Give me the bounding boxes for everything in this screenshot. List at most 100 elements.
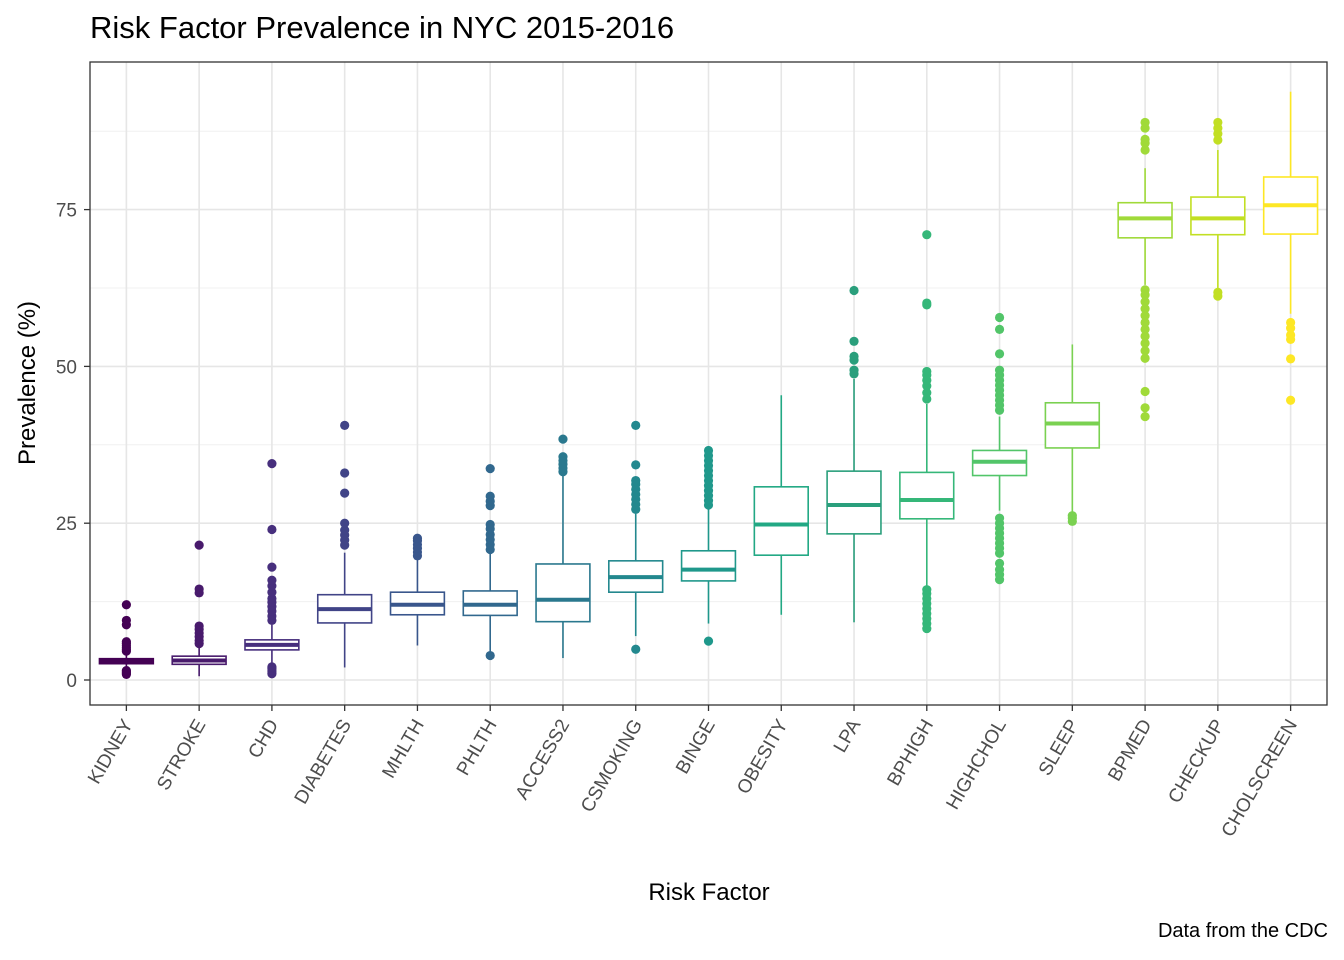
outlier-point — [194, 584, 204, 594]
outlier-point — [849, 351, 859, 361]
outlier-point — [485, 491, 495, 501]
x-axis-title: Risk Factor — [648, 879, 769, 906]
box-chd — [244, 459, 300, 679]
outlier-point — [1140, 346, 1150, 356]
outlier-point — [267, 562, 277, 572]
outlier-point — [267, 662, 277, 672]
box-bpmed — [1117, 117, 1173, 422]
outlier-point — [1067, 511, 1077, 521]
y-tick-label: 0 — [66, 671, 77, 692]
box-obesity — [753, 395, 809, 615]
box-lpa — [826, 285, 882, 623]
outlier-point — [922, 298, 932, 308]
box-mhlth — [389, 533, 446, 646]
x-tick-label: STROKE — [153, 716, 210, 794]
outlier-point — [194, 540, 204, 550]
chart-caption: Data from the CDC — [1157, 920, 1328, 942]
box-sleep — [1044, 344, 1101, 526]
outlier-point — [1140, 117, 1150, 128]
box-checkup — [1190, 117, 1246, 301]
x-tick-label: BPMED — [1104, 716, 1156, 785]
box-iqr — [680, 549, 737, 582]
outlier-point — [340, 518, 350, 528]
outlier-point — [121, 600, 131, 610]
outlier-point — [1140, 324, 1150, 334]
y-tick-label: 75 — [56, 201, 77, 222]
chart-title: Risk Factor Prevalence in NYC 2015-2016 — [90, 10, 675, 45]
outlier-point — [194, 621, 204, 631]
outlier-point — [994, 558, 1005, 568]
x-tick-label: MHLTH — [379, 716, 429, 782]
x-tick-label: CHECKUP — [1165, 716, 1230, 807]
x-tick-label: ACCESS2 — [512, 716, 575, 803]
outlier-point — [849, 336, 859, 346]
box-kidney — [98, 600, 155, 679]
box-cholscreen — [1262, 91, 1319, 405]
outlier-point — [631, 420, 641, 430]
box-iqr — [899, 471, 955, 520]
box-iqr — [1190, 196, 1246, 236]
axes: 0 25 50 75 KIDNEY STROKE CHD DIABETES MHLTH PHLTH… — [56, 201, 1302, 841]
outlier-point — [922, 230, 932, 240]
outlier-point — [994, 349, 1005, 359]
outlier-point — [1140, 297, 1150, 307]
x-tick-label: HIGHCHOL — [943, 716, 1011, 813]
outlier-point — [1213, 287, 1223, 297]
x-tick-label: BINGE — [672, 716, 720, 778]
outlier-point — [1140, 331, 1150, 341]
outlier-point — [922, 366, 932, 377]
box-binge — [680, 445, 737, 646]
outlier-point — [340, 420, 350, 430]
outlier-point — [1140, 310, 1150, 321]
x-tick-label: BPHIGH — [884, 716, 939, 790]
outlier-point — [558, 452, 568, 462]
y-axis-title: Prevalence (%) — [14, 301, 41, 465]
outlier-point — [1140, 317, 1150, 328]
outlier-point — [994, 365, 1005, 375]
outlier-point — [631, 644, 641, 654]
box-iqr — [535, 563, 591, 623]
x-tick-label: LPA — [830, 716, 866, 757]
x-tick-label: SLEEP — [1035, 716, 1084, 780]
outlier-point — [1140, 145, 1150, 155]
outlier-point — [994, 312, 1005, 323]
outlier-point — [412, 533, 423, 543]
outlier-point — [267, 575, 277, 585]
y-tick-label: 50 — [56, 357, 77, 378]
outlier-point — [922, 585, 932, 595]
x-tick-label: DIABETES — [291, 716, 356, 808]
outlier-point — [1140, 411, 1150, 422]
outlier-point — [340, 525, 350, 535]
box-highchol — [971, 312, 1028, 585]
box-iqr — [826, 470, 882, 535]
outlier-point — [703, 636, 714, 646]
outlier-point — [267, 524, 277, 535]
outlier-point — [1140, 353, 1150, 363]
outlier-point — [121, 637, 131, 647]
outlier-point — [340, 488, 350, 498]
outlier-point — [849, 285, 859, 296]
x-tick-label: CHD — [244, 716, 283, 762]
outlier-point — [703, 445, 714, 456]
box-phlth — [462, 464, 518, 661]
x-tick-label: CSMOKING — [577, 716, 647, 816]
outlier-point — [631, 475, 641, 486]
outlier-point — [121, 615, 131, 626]
outlier-point — [1213, 117, 1223, 128]
box-group — [98, 91, 1319, 679]
outlier-point — [1140, 285, 1150, 295]
box-diabetes — [316, 420, 373, 668]
x-tick-label: PHLTH — [453, 716, 502, 779]
outlier-point — [1140, 134, 1150, 144]
outlier-point — [922, 388, 932, 398]
outlier-point — [994, 513, 1005, 523]
outlier-point — [340, 468, 350, 478]
x-tick-label: CHOLSCREEN — [1218, 716, 1302, 841]
box-csmoking — [608, 420, 664, 654]
outlier-point — [1286, 395, 1296, 405]
outlier-point — [631, 460, 641, 470]
outlier-point — [485, 519, 495, 530]
outlier-point — [1286, 354, 1296, 364]
box-access2 — [535, 434, 591, 659]
